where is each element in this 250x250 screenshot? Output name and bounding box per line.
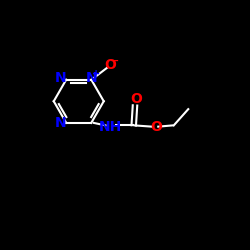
Text: N: N xyxy=(55,71,66,85)
Text: −: − xyxy=(110,56,120,66)
Text: N: N xyxy=(55,116,66,130)
Text: NH: NH xyxy=(99,120,122,134)
Text: +: + xyxy=(92,69,100,79)
Text: O: O xyxy=(104,58,116,71)
Text: N: N xyxy=(86,70,98,85)
Text: O: O xyxy=(150,120,162,134)
Text: O: O xyxy=(130,92,142,106)
